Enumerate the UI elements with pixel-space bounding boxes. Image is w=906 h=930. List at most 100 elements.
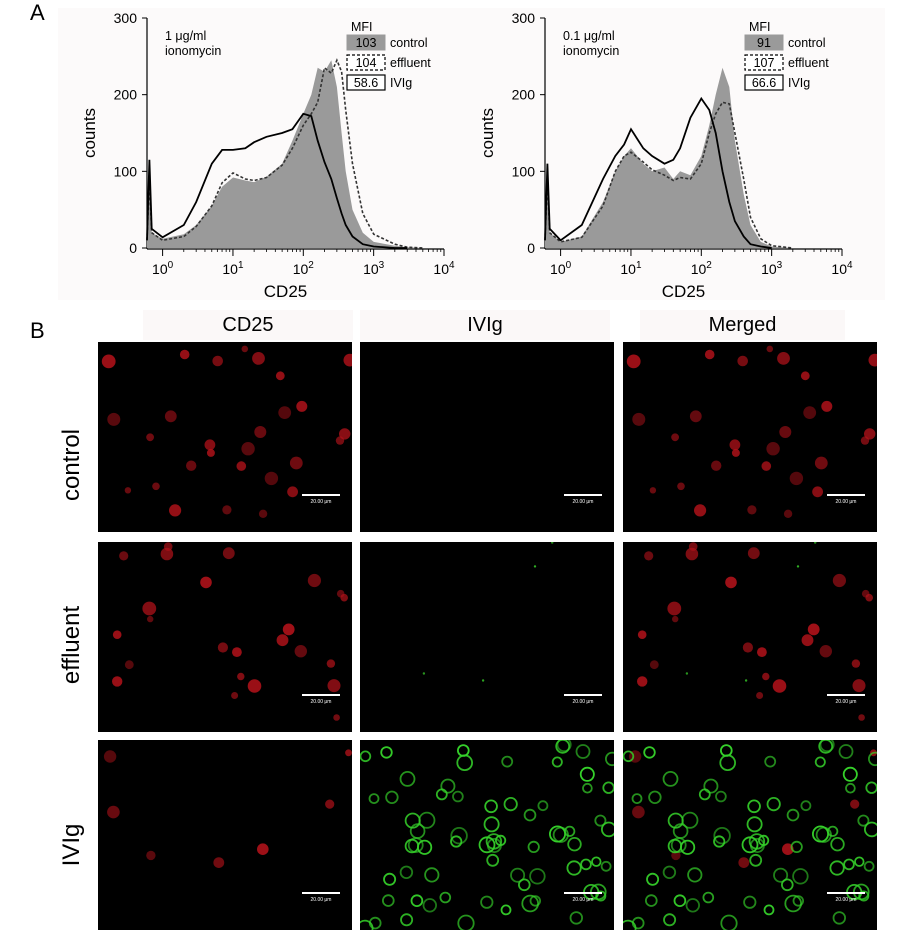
red-cell	[107, 413, 120, 426]
red-cell	[146, 851, 155, 860]
green-cell	[437, 789, 447, 799]
red-cell	[164, 542, 173, 551]
green-cell	[703, 893, 713, 903]
red-cell	[152, 483, 160, 491]
row-label-control: control	[58, 410, 88, 520]
green-cell	[381, 747, 392, 758]
green-cell	[567, 861, 580, 874]
red-cell	[650, 660, 659, 669]
red-cell	[257, 843, 269, 855]
red-cell	[808, 624, 820, 636]
green-cell	[529, 842, 539, 852]
green-cell	[748, 817, 762, 831]
green-cell	[644, 747, 655, 758]
red-cell	[803, 406, 816, 419]
red-cell	[339, 428, 350, 439]
red-cell	[730, 439, 741, 450]
green-cell	[581, 860, 591, 870]
red-cell	[762, 461, 772, 471]
green-cell	[602, 823, 614, 837]
green-cell	[664, 867, 676, 879]
red-cell	[107, 806, 120, 819]
column-header-ivig: IVIg	[360, 310, 610, 340]
green-cell	[814, 542, 816, 544]
green-cell	[487, 855, 498, 866]
micrograph-image: 20.00 μm	[98, 542, 352, 732]
legend-title: MFI	[351, 20, 373, 34]
green-cell	[602, 862, 611, 871]
x-axis-label: CD25	[264, 282, 307, 301]
green-cell	[401, 772, 415, 786]
green-cell	[485, 800, 497, 812]
red-cell	[295, 645, 307, 657]
red-cell	[747, 505, 756, 514]
red-cell	[325, 800, 334, 809]
red-cell	[337, 590, 345, 598]
red-cell	[232, 647, 242, 657]
red-cell	[671, 433, 679, 441]
micrograph-effluent-cd25: 20.00 μm	[98, 542, 352, 732]
legend-label: IVIg	[390, 76, 412, 90]
y-axis-label: counts	[478, 108, 497, 158]
red-cell	[205, 439, 216, 450]
condition-annotation: 0.1 μg/ml	[563, 29, 615, 43]
green-cell	[744, 897, 755, 908]
green-cell	[423, 672, 425, 674]
green-cell	[646, 895, 657, 906]
red-cell	[869, 354, 878, 367]
red-cell	[252, 352, 265, 365]
green-cell	[714, 836, 724, 846]
green-cell	[714, 828, 730, 844]
y-axis-label: counts	[80, 108, 99, 158]
green-cell	[721, 916, 736, 930]
micrograph-control-ivig: 20.00 μm	[360, 342, 614, 532]
green-cell	[453, 792, 463, 802]
green-cell	[765, 757, 775, 767]
red-cell	[862, 590, 870, 598]
green-cell	[633, 794, 642, 803]
green-cell	[686, 672, 688, 674]
green-cell	[424, 899, 437, 912]
red-cell	[773, 679, 787, 693]
red-cell	[276, 371, 285, 380]
legend-mfi-value: 66.6	[752, 76, 776, 90]
green-cell	[519, 879, 530, 890]
legend-mfi-value: 58.6	[354, 76, 378, 90]
red-cell	[265, 472, 278, 485]
red-cell	[777, 352, 790, 365]
red-cell	[638, 630, 647, 639]
red-cell	[287, 486, 298, 497]
red-cell	[820, 645, 832, 657]
red-cell	[200, 577, 212, 589]
red-cell	[672, 616, 678, 622]
red-cell	[119, 551, 128, 560]
red-cell	[784, 510, 792, 518]
red-cell	[241, 442, 254, 455]
red-cell	[222, 505, 231, 514]
green-cell	[525, 810, 536, 821]
red-cell	[852, 659, 860, 667]
green-cell	[551, 542, 553, 544]
red-cell	[113, 630, 122, 639]
red-cell	[180, 350, 190, 360]
condition-annotation: 1 μg/ml	[165, 29, 206, 43]
red-cell	[694, 504, 706, 516]
green-cell	[647, 874, 658, 885]
red-cell	[333, 714, 340, 721]
red-cell	[690, 410, 702, 422]
green-cell	[801, 801, 810, 810]
red-cell	[186, 461, 196, 471]
red-cell	[328, 679, 341, 692]
micrograph-image: 20.00 μm	[623, 342, 877, 532]
red-cell	[147, 616, 153, 622]
red-cell	[850, 800, 859, 809]
scale-bar-label: 20.00 μm	[573, 897, 594, 903]
green-cell	[383, 895, 394, 906]
green-cell	[502, 905, 511, 914]
green-cell	[748, 800, 760, 812]
green-cell	[855, 857, 864, 866]
red-cell	[790, 472, 803, 485]
green-cell	[700, 789, 710, 799]
green-cell	[830, 861, 843, 874]
